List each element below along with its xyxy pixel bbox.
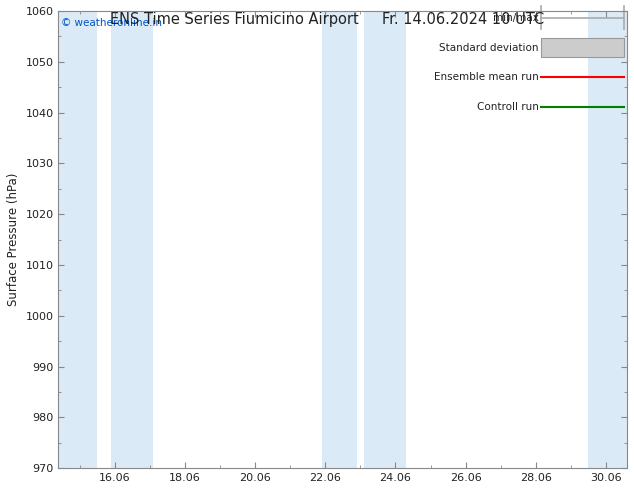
Text: Standard deviation: Standard deviation: [439, 43, 539, 52]
Text: Ensemble mean run: Ensemble mean run: [434, 72, 539, 82]
Bar: [541, 38, 624, 57]
Y-axis label: Surface Pressure (hPa): Surface Pressure (hPa): [7, 173, 20, 306]
Bar: [364, 11, 406, 468]
Text: © weatheronline.in: © weatheronline.in: [61, 18, 162, 28]
Text: ENS Time Series Fiumicino Airport: ENS Time Series Fiumicino Airport: [110, 12, 359, 27]
Bar: [321, 11, 357, 468]
Text: min/max: min/max: [493, 13, 539, 23]
Bar: [588, 11, 627, 468]
Bar: [111, 11, 153, 468]
Text: Fr. 14.06.2024 10 UTC: Fr. 14.06.2024 10 UTC: [382, 12, 544, 27]
Bar: [58, 11, 97, 468]
Text: Controll run: Controll run: [477, 102, 539, 112]
